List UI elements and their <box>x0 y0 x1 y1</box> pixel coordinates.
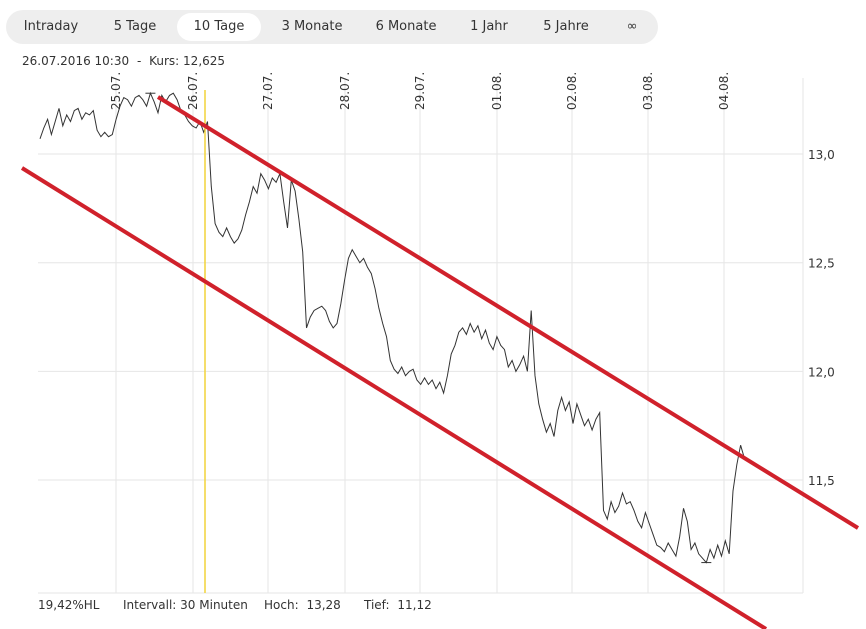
interval-stat: Intervall: 30 Minuten <box>123 598 248 612</box>
y-tick-label: 12,0 <box>808 365 835 379</box>
tab-6-monate[interactable]: 6 Monate <box>375 19 437 34</box>
tab-max[interactable]: ∞ <box>626 19 638 34</box>
timeframe-tab-bar: Intraday 5 Tage 10 Tage 3 Monate 6 Monat… <box>6 10 658 44</box>
y-tick-label: 11,5 <box>808 474 835 488</box>
x-tick-label: 26.07. <box>186 72 200 110</box>
cursor-separator: - <box>136 54 142 68</box>
x-tick-label: 03.08. <box>641 72 655 110</box>
x-tick-label: 27.07. <box>261 72 275 110</box>
channel-upper-line <box>156 95 860 530</box>
high-stat: Hoch: 13,28 <box>264 598 341 612</box>
y-tick-label: 12,5 <box>808 257 835 271</box>
cursor-info: 26.07.2016 10:30 - Kurs: 12,625 <box>22 54 225 68</box>
tab-5-tage[interactable]: 5 Tage <box>113 19 157 34</box>
x-tick-label: 01.08. <box>490 72 504 110</box>
y-tick-label: 13,0 <box>808 148 835 162</box>
cursor-price-label: Kurs: <box>149 54 180 68</box>
hl-stat: 19,42%HL <box>38 598 99 612</box>
channel-lower-line <box>20 166 768 629</box>
x-tick-label: 29.07. <box>413 72 427 110</box>
hl-value: 19,42 <box>38 598 73 612</box>
cursor-price-value: 12,625 <box>183 54 226 68</box>
tab-3-monate[interactable]: 3 Monate <box>281 19 343 34</box>
interval-label: Intervall: <box>123 598 177 612</box>
tab-1-jahr[interactable]: 1 Jahr <box>470 19 508 34</box>
cursor-date: 26.07.2016 10:30 <box>22 54 130 68</box>
high-value: 13,28 <box>306 598 341 612</box>
high-label: Hoch: <box>264 598 299 612</box>
x-tick-label: 25.07. <box>109 72 123 110</box>
low-value: 11,12 <box>397 598 432 612</box>
tab-10-tage[interactable]: 10 Tage <box>177 13 261 41</box>
low-stat: Tief: 11,12 <box>364 598 432 612</box>
low-label: Tief: <box>364 598 390 612</box>
price-series-line <box>39 91 753 564</box>
x-tick-label: 02.08. <box>565 72 579 110</box>
x-tick-label: 28.07. <box>338 72 352 110</box>
tab-intraday[interactable]: Intraday <box>23 19 79 34</box>
tab-5-jahre[interactable]: 5 Jahre <box>543 19 589 34</box>
x-tick-label: 04.08. <box>717 72 731 110</box>
interval-value: 30 Minuten <box>180 598 248 612</box>
hl-label: %HL <box>72 598 100 612</box>
